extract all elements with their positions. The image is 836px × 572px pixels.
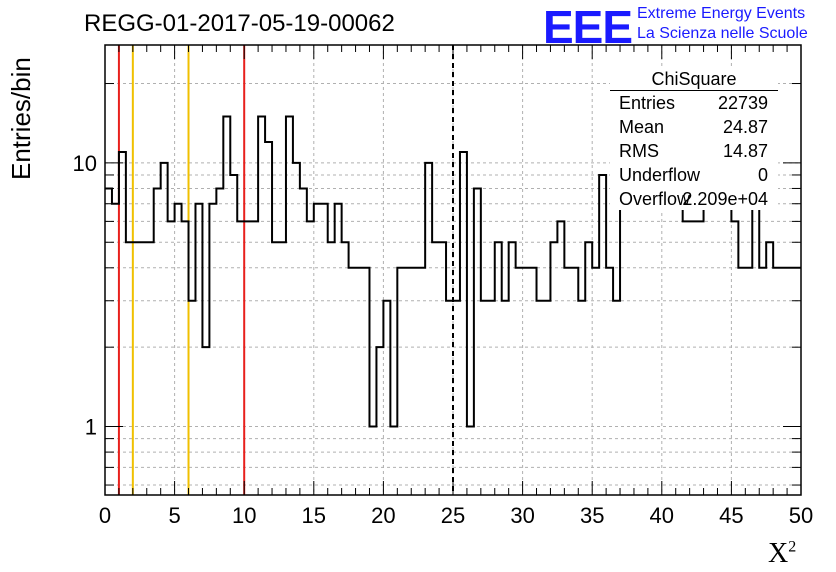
x-tick-label: 50 bbox=[789, 503, 813, 528]
stats-key: Mean bbox=[619, 117, 665, 137]
stats-key: RMS bbox=[619, 141, 659, 161]
x-axis-label-sup: 2 bbox=[788, 538, 797, 556]
stats-key: Underflow bbox=[619, 165, 701, 185]
x-tick-label: 10 bbox=[232, 503, 256, 528]
x-axis-label-base: X bbox=[768, 538, 789, 569]
stats-row: RMS 14.87 bbox=[610, 139, 778, 163]
logo-caption: Extreme Energy Events La Scienza nelle S… bbox=[637, 4, 808, 44]
stats-value: 14.87 bbox=[722, 141, 768, 161]
marker-lines bbox=[117, 45, 454, 495]
stats-row: Mean 24.87 bbox=[610, 115, 778, 139]
chart-title: REGG-01-2017-05-19-00062 bbox=[84, 10, 395, 37]
tick-labels: 0 5 10 15 20 25 30 35 40 45 50 1 10 bbox=[73, 151, 814, 528]
x-axis-label: X2 bbox=[768, 538, 796, 570]
axis-ticks bbox=[104, 45, 802, 495]
x-tick-label: 35 bbox=[580, 503, 604, 528]
stats-row: Overflow 2.209e+04 bbox=[610, 187, 778, 211]
stats-value: 2.209e+04 bbox=[682, 189, 768, 209]
x-tick-label: 30 bbox=[510, 503, 534, 528]
stats-key: Entries bbox=[619, 93, 676, 113]
y-axis-label: Entries/bin bbox=[6, 57, 36, 180]
stats-key: Overflow bbox=[619, 189, 691, 209]
x-tick-label: 45 bbox=[719, 503, 743, 528]
stats-value: 24.87 bbox=[722, 117, 768, 137]
eee-logo: EEE bbox=[543, 1, 633, 53]
stats-row: Entries 22739 bbox=[610, 91, 778, 115]
y-tick-label: 1 bbox=[85, 415, 97, 440]
x-tick-label: 25 bbox=[441, 503, 465, 528]
logo-caption-line1: Extreme Energy Events bbox=[637, 5, 806, 22]
logo-caption-line2: La Scienza nelle Scuole bbox=[637, 25, 808, 42]
x-tick-label: 0 bbox=[99, 503, 111, 528]
stats-value: 22739 bbox=[717, 93, 768, 113]
stats-box: ChiSquare Entries 22739 Mean 24.87 RMS 14.8… bbox=[610, 68, 778, 210]
x-tick-label: 40 bbox=[650, 503, 674, 528]
x-tick-label: 20 bbox=[371, 503, 395, 528]
stats-value: 0 bbox=[757, 165, 768, 185]
y-tick-label: 10 bbox=[73, 151, 97, 176]
stats-row: Underflow 0 bbox=[610, 163, 778, 187]
x-tick-label: 15 bbox=[302, 503, 326, 528]
stats-title: ChiSquare bbox=[610, 68, 778, 91]
x-tick-label: 5 bbox=[168, 503, 180, 528]
histogram-series bbox=[105, 115, 801, 428]
